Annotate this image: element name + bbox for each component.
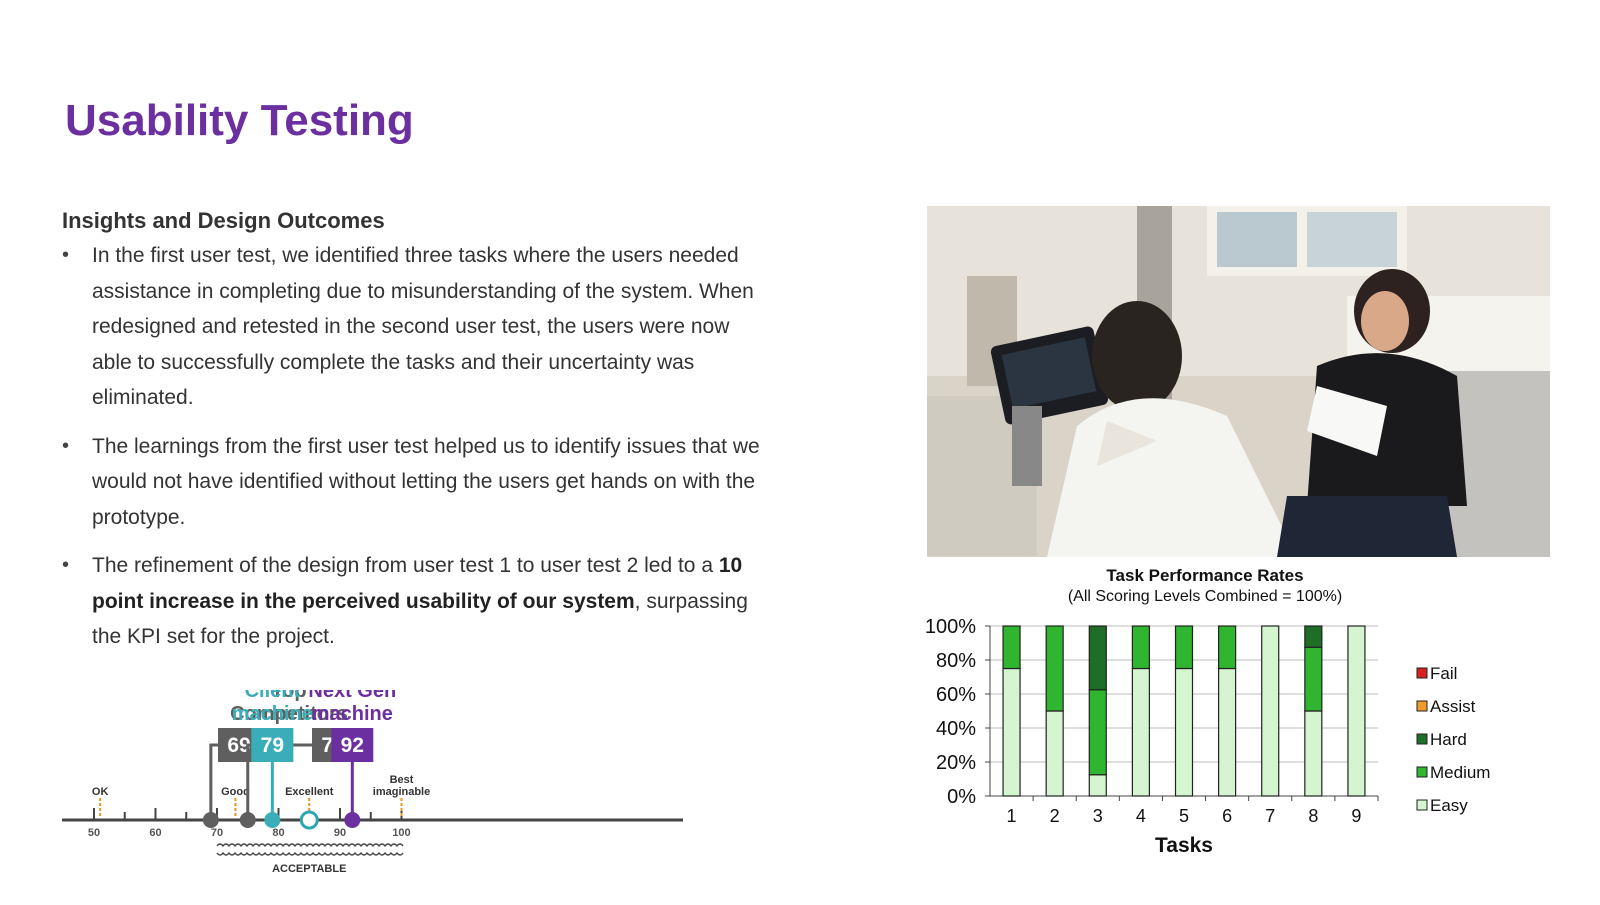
legend-swatch-easy bbox=[1416, 799, 1428, 811]
chart-x-tick-label: 2 bbox=[1050, 806, 1060, 826]
photo-illustration bbox=[927, 206, 1550, 557]
acceptable-band bbox=[216, 843, 404, 856]
chart-bar-segment-medium bbox=[1045, 625, 1064, 712]
score-box bbox=[251, 728, 294, 762]
insight-text: The refinement of the design from user t… bbox=[92, 554, 719, 577]
chart-x-tick-label: 6 bbox=[1222, 806, 1232, 826]
chart-x-tick-label: 4 bbox=[1136, 806, 1146, 826]
insight-bullet: The learnings from the first user test h… bbox=[62, 429, 762, 536]
excellent-marker bbox=[299, 810, 319, 830]
legend-swatch-fail bbox=[1416, 667, 1428, 679]
insight-text: , surpassing the KPI set for the project… bbox=[92, 589, 748, 649]
chart-bar-segment-medium bbox=[1174, 625, 1194, 670]
chart-subtitle: (All Scoring Levels Combined = 100%) bbox=[1068, 588, 1342, 605]
chart-bar-segment-easy bbox=[1347, 625, 1366, 797]
scale-tick-label: 70 bbox=[211, 827, 223, 839]
insight-bullet: The refinement of the design from user t… bbox=[62, 548, 762, 655]
chart-y-tick-label: 0% bbox=[947, 786, 976, 808]
chart-x-tick-label: 7 bbox=[1265, 806, 1275, 826]
scale-tick-label: 80 bbox=[272, 827, 284, 839]
marker-label: Client bbox=[245, 690, 301, 702]
chart-title: Task Performance Rates bbox=[1106, 568, 1303, 585]
legend-label-medium: Medium bbox=[1430, 763, 1490, 782]
chart-y-tick-label: 40% bbox=[936, 718, 976, 740]
chart-x-axis-label: Tasks bbox=[1155, 834, 1213, 857]
legend-label-fail: Fail bbox=[1430, 664, 1457, 683]
adjective-label: imaginable bbox=[373, 786, 430, 798]
chart-bar-segment-medium bbox=[1304, 646, 1323, 712]
scale-tick-label: 60 bbox=[149, 827, 161, 839]
chart-x-tick-label: 9 bbox=[1351, 806, 1361, 826]
score-value: 79 bbox=[261, 734, 284, 757]
insight-bullet: In the first user test, we identified th… bbox=[62, 238, 762, 416]
chart-svg: Task Performance Rates (All Scoring Level… bbox=[925, 566, 1491, 857]
score-dot bbox=[239, 812, 256, 828]
adjective-label: Excellent bbox=[285, 786, 334, 798]
chart-bar-segment-medium bbox=[1131, 625, 1150, 670]
scale-tick-label: 90 bbox=[334, 827, 346, 839]
legend-label-hard: Hard bbox=[1430, 730, 1467, 749]
adjective-label: Best bbox=[390, 774, 414, 786]
chart-bar-segment-medium bbox=[1002, 625, 1021, 670]
legend-label-assist: Assist bbox=[1430, 697, 1476, 716]
chart-y-tick-label: 20% bbox=[936, 752, 976, 774]
sus-scale-svg: 50 60 70 80 90 100 OK Good Excellent Bestimaginab… bbox=[62, 680, 683, 875]
chart-bar-segment-easy bbox=[1261, 625, 1280, 797]
acceptable-label: ACCEPTABLE bbox=[272, 863, 346, 875]
chart-x-tick-label: 8 bbox=[1308, 806, 1318, 826]
marker-label: Competitors bbox=[230, 703, 348, 725]
marker-label: machine bbox=[232, 703, 313, 725]
adjective-label: Good bbox=[221, 786, 250, 798]
marker-label: machine bbox=[312, 703, 393, 725]
insight-highlight: 10 point increase in the perceived usabi… bbox=[92, 554, 743, 613]
insights-list: In the first user test, we identified th… bbox=[62, 238, 762, 655]
chart-bar-segment-easy bbox=[1045, 710, 1064, 797]
chart-x-tick-label: 3 bbox=[1093, 806, 1103, 826]
scale-tick-label: 50 bbox=[88, 827, 100, 839]
legend-label-easy: Easy bbox=[1430, 796, 1468, 815]
chart-bar-segment-medium bbox=[1088, 689, 1107, 776]
chart-y-tick-label: 100% bbox=[925, 616, 976, 638]
chart-bar-segment-easy bbox=[1002, 667, 1021, 797]
legend-swatch-medium bbox=[1416, 766, 1428, 778]
page-title: Usability Testing bbox=[65, 96, 414, 145]
chart-bar-segment-easy bbox=[1088, 774, 1107, 797]
chart-y-tick-label: 80% bbox=[936, 650, 976, 672]
insights-section: Insights and Design Outcomes In the firs… bbox=[62, 208, 762, 668]
chart-bar-segment-hard bbox=[1304, 625, 1323, 648]
legend-swatch-assist bbox=[1416, 700, 1428, 712]
score-dot bbox=[264, 812, 281, 828]
score-value: 92 bbox=[341, 734, 364, 757]
chart-x-tick-label: 1 bbox=[1007, 806, 1017, 826]
sus-score-scale: 50 60 70 80 90 100 OK Good Excellent Best imaginab… bbox=[55, 680, 755, 900]
insights-heading: Insights and Design Outcomes bbox=[62, 208, 385, 233]
chart-bar-segment-easy bbox=[1218, 667, 1237, 797]
chart-bar-segment-easy bbox=[1304, 710, 1323, 797]
chart-bar-segment-easy bbox=[1131, 667, 1150, 797]
chart-bar-segment-medium bbox=[1218, 625, 1237, 670]
legend-swatch-hard bbox=[1416, 733, 1428, 745]
score-dot bbox=[344, 812, 361, 828]
scale-tick-label: 100 bbox=[392, 827, 410, 839]
score-box bbox=[331, 728, 374, 762]
usability-test-photo bbox=[927, 206, 1550, 557]
task-performance-chart: Task Performance Rates (All Scoring Level… bbox=[920, 566, 1560, 888]
adjective-label: OK bbox=[92, 786, 109, 798]
chart-y-tick-label: 60% bbox=[936, 684, 976, 706]
score-value: 69 bbox=[227, 734, 250, 757]
chart-x-tick-label: 5 bbox=[1179, 806, 1189, 826]
chart-bar-segment-easy bbox=[1174, 667, 1194, 797]
marker-label: Next Gen bbox=[308, 690, 396, 702]
score-dot bbox=[202, 812, 219, 828]
chart-bar-segment-hard bbox=[1088, 625, 1107, 691]
